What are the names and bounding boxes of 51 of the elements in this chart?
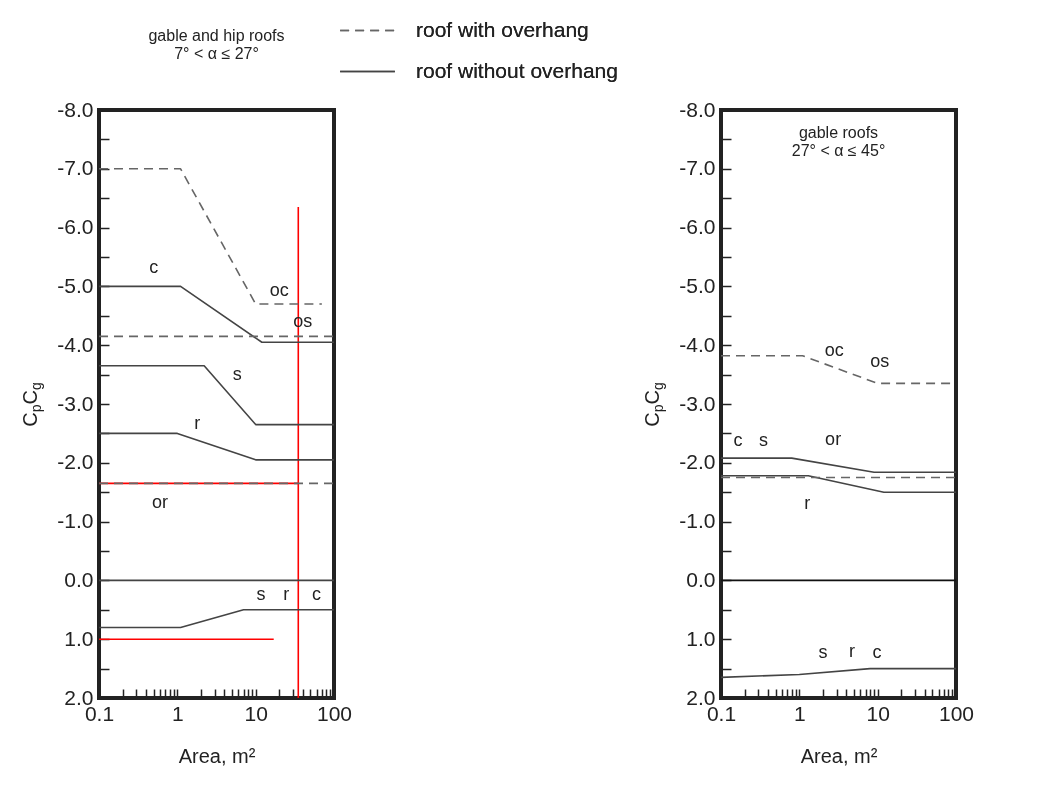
- y-tick-label: 1.0: [64, 626, 94, 650]
- y-tick-label: -7.0: [57, 156, 94, 180]
- annotation: oc: [824, 339, 844, 360]
- annotation: s: [232, 364, 242, 385]
- y-tick-label: -4.0: [57, 332, 94, 356]
- x-axis-title: Area, m²: [800, 744, 878, 767]
- annotation: or: [151, 492, 168, 513]
- y-tick-label: -7.0: [679, 156, 716, 180]
- annotation: r: [848, 641, 855, 662]
- x-axis-title: Area, m²: [178, 744, 256, 767]
- y-tick-label: -8.0: [57, 97, 94, 121]
- text: gable roofs: [798, 124, 879, 141]
- y-tick-label: -3.0: [57, 391, 94, 415]
- y-tick-label: -1.0: [679, 509, 716, 533]
- y-tick-label: -6.0: [679, 215, 716, 239]
- annotation: s: [256, 583, 266, 604]
- chart-title: gable and hip roofs: [148, 27, 285, 44]
- y-tick-label: 0.0: [64, 567, 94, 591]
- annotation: oc: [269, 280, 289, 301]
- annotation: s: [818, 641, 828, 662]
- annotation: r: [804, 492, 811, 513]
- text: 27° < α ≤ 45°: [791, 142, 886, 159]
- x-tick-label: 1: [171, 701, 184, 725]
- y-tick-label: -6.0: [57, 215, 94, 239]
- y-tick-label: -5.0: [679, 273, 716, 297]
- y-tick-label: 0.0: [686, 567, 716, 591]
- annotation: os: [870, 351, 890, 372]
- x-tick-label: 1: [793, 701, 806, 725]
- legend-label: roof with overhang: [416, 17, 589, 41]
- x-tick-label: 10: [866, 701, 890, 725]
- y-tick-label: -2.0: [679, 450, 716, 474]
- x-tick-label: 10: [244, 701, 268, 725]
- y-tick-label: -4.0: [679, 332, 716, 356]
- chart-subtitle: 7° < α ≤ 27°: [174, 45, 259, 62]
- y-tick-label: -2.0: [57, 450, 94, 474]
- y-tick-label: 1.0: [686, 626, 716, 650]
- annotation: c: [312, 583, 322, 604]
- annotation: c: [149, 257, 159, 278]
- annotation: r: [194, 412, 201, 433]
- annotation: s: [759, 430, 769, 451]
- y-tick-label: -8.0: [679, 97, 716, 121]
- y-tick-label: -5.0: [57, 273, 94, 297]
- x-tick-label: 100: [938, 701, 975, 725]
- legend-label: roof without overhang: [416, 58, 618, 82]
- annotation: c: [733, 430, 743, 451]
- annotation: c: [872, 641, 882, 662]
- annotation: or: [825, 428, 842, 449]
- x-tick-label: 100: [316, 701, 353, 725]
- y-tick-label: -1.0: [57, 509, 94, 533]
- y-tick-label: -3.0: [679, 391, 716, 415]
- annotation: r: [283, 583, 290, 604]
